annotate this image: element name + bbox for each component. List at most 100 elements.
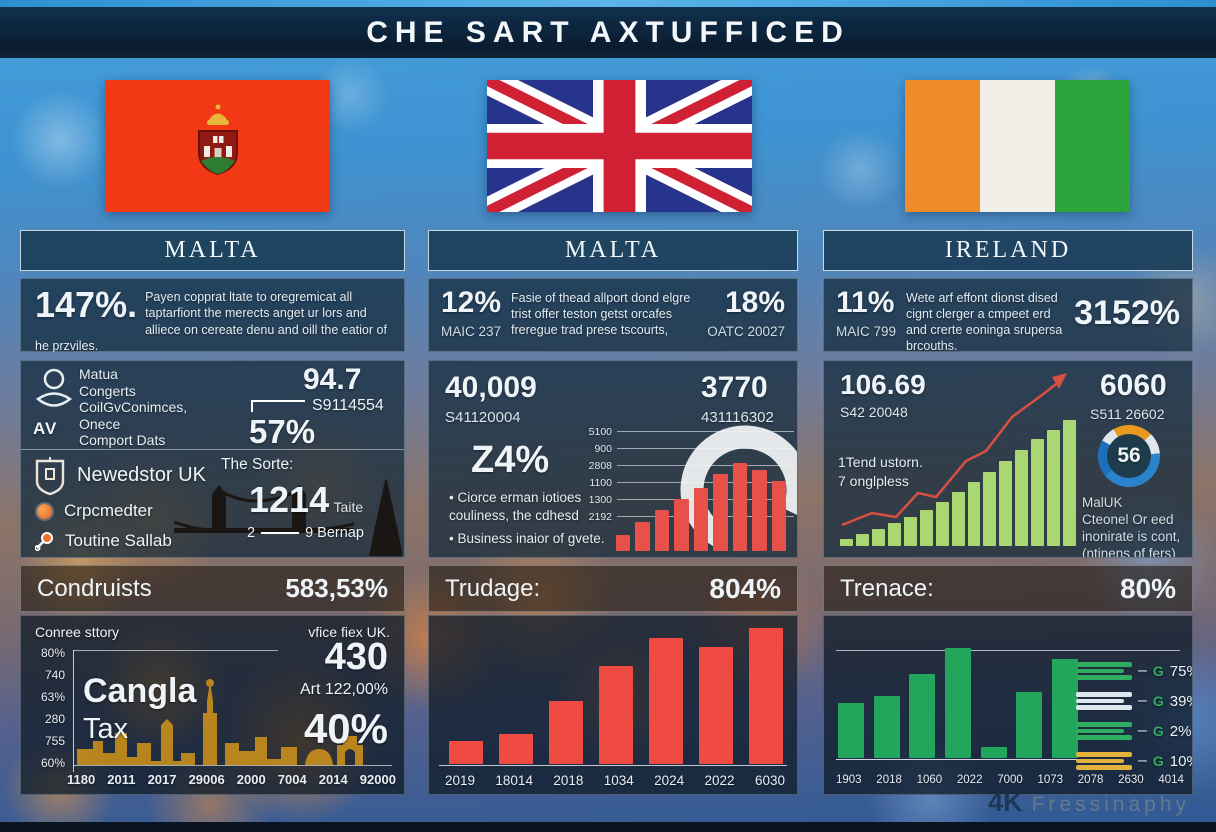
left-chart-value-pct: 40% (303, 705, 388, 752)
bar (919, 510, 933, 546)
middle-stat-text: Fasie of thead allport dond elgre trist … (511, 291, 691, 337)
union-jack-icon (487, 80, 752, 212)
av-icon: AV (33, 419, 58, 438)
bar (499, 734, 533, 764)
middle-country-title: MALTA (564, 237, 662, 263)
bar (999, 460, 1013, 546)
left-chart-overlay-line2: Tax (83, 712, 129, 745)
bar (1031, 439, 1045, 546)
legend-value: 2% (1169, 722, 1192, 740)
middle-promo-big: Z4% (471, 439, 550, 481)
range-line (261, 532, 300, 535)
y-axis-label: 755 (44, 734, 65, 748)
x-axis-label: 6030 (754, 773, 785, 788)
left-chart-x-axis: 1180 2011 2017 29006 2000 7004 2014 92000 (67, 772, 396, 787)
left-invest-range: 2 9 Bernap (247, 525, 364, 541)
middle-promo-bullets: • Ciorce erman iotioes couliness, the cd… (449, 489, 609, 548)
x-axis-label: 1060 (916, 774, 943, 786)
gridline-label: 1300 (588, 493, 612, 506)
watermark-name: Fressinaphy (1031, 793, 1190, 816)
legend-bars (1076, 692, 1132, 710)
right-band-label: Trenace: (840, 574, 934, 602)
right-column-header: IRELAND (823, 230, 1193, 271)
left-column-header: MALTA (20, 230, 405, 271)
legend-bar (1076, 722, 1132, 727)
bottom-dark-strip (0, 822, 1216, 832)
trend-note-line: inonirate is cont, (1082, 528, 1181, 544)
right-stat-right-big: 3152% (1074, 294, 1180, 332)
gridline-label: 900 (594, 442, 612, 455)
bar (699, 647, 733, 764)
gridline-label: 1100 (589, 476, 612, 489)
middle-figure-a: 40,009 S41120004 (445, 371, 537, 426)
gridline (617, 431, 794, 432)
bar (873, 696, 900, 758)
legend-bar (1076, 758, 1124, 764)
left-invest-right-label: The Sorte: (221, 456, 294, 473)
bar (749, 628, 783, 764)
middle-stat-left-big: 12% (441, 286, 502, 319)
title-bar: CHE SART AXTUFFICED (0, 7, 1216, 58)
middle-band-value: 804% (709, 572, 781, 604)
info-line: CoilGvConimces, (79, 399, 188, 415)
range-start: 2 (247, 525, 256, 541)
right-chart-bars (838, 648, 1078, 758)
bar (983, 471, 997, 546)
x-axis-label: 18014 (495, 773, 533, 788)
bar (752, 469, 767, 551)
left-chart-label-left: Conree sttory (35, 624, 120, 640)
donut-gauge: 56 (1098, 425, 1160, 487)
right-stat-left-sub: MAIC 799 (836, 324, 897, 339)
middle-chart-bars (449, 628, 783, 764)
legend-value: 39% (1169, 692, 1192, 710)
bar (635, 521, 650, 551)
legend-bar (1076, 668, 1124, 674)
shield-icon (35, 457, 65, 496)
y-axis-label: 740 (44, 668, 65, 682)
malta-crest-icon (197, 104, 238, 176)
x-axis-label: 1180 (67, 772, 96, 787)
bar (951, 492, 965, 546)
legend-bars (1076, 662, 1132, 680)
x-axis-label: 92000 (359, 772, 396, 787)
gridline-row: 1100 (574, 474, 794, 491)
x-axis-label: 2024 (654, 773, 685, 788)
left-chart-y-axis-line (73, 650, 74, 772)
middle-figure-b-big: 3770 (701, 371, 768, 404)
info-line: Congerts (79, 382, 136, 399)
left-info-value-big: 94.7 (303, 363, 362, 396)
legend-item: – G 2% (1076, 718, 1191, 744)
g-icon: G (1152, 663, 1164, 679)
g-icon: G (1152, 723, 1164, 739)
right-detail-panel: 106.69 S42 20048 6060 S511 26602 1Tend u… (823, 360, 1193, 558)
info-line: Matua (79, 366, 118, 382)
bar (838, 703, 864, 758)
x-axis-label: 2014 (318, 772, 348, 787)
middle-stat-right-sub: OATC 20027 (707, 324, 785, 339)
right-figure-a-big: 106.69 (840, 369, 926, 400)
info-line: Onece (79, 415, 121, 432)
bar (649, 637, 683, 764)
bar (887, 523, 901, 546)
middle-stat-right-big: 18% (724, 286, 785, 319)
middle-detail-panel: 40,009 S41120004 3770 431116302 Z4% • Ci… (428, 360, 798, 558)
flag-stripe-green (1055, 80, 1130, 212)
x-axis-label: 1073 (1037, 774, 1064, 786)
right-chart-x-axis: 1903 2018 1060 2022 7000 1073 2078 2630 4014 (836, 774, 1184, 786)
gridline (617, 482, 794, 483)
middle-stat-left-sub: MAIC 237 (441, 324, 502, 339)
bar (616, 535, 631, 551)
g-icon: G (1152, 693, 1164, 709)
x-axis-label: 2022 (956, 774, 983, 786)
legend-dash: – (1138, 752, 1147, 769)
gridline-label: 5100 (588, 425, 612, 438)
legend-bar (1076, 705, 1132, 710)
legend-dash: – (1138, 722, 1147, 739)
right-country-title: IRELAND (944, 237, 1072, 263)
left-invest-bullet1-row: Crpcmedter (37, 501, 153, 521)
legend-bar (1076, 692, 1132, 697)
left-invest-section: Newedstor UK Crpcmedter Toutine Sallab T… (21, 449, 404, 559)
bar (980, 747, 1007, 758)
x-axis-label: 2022 (704, 773, 735, 788)
